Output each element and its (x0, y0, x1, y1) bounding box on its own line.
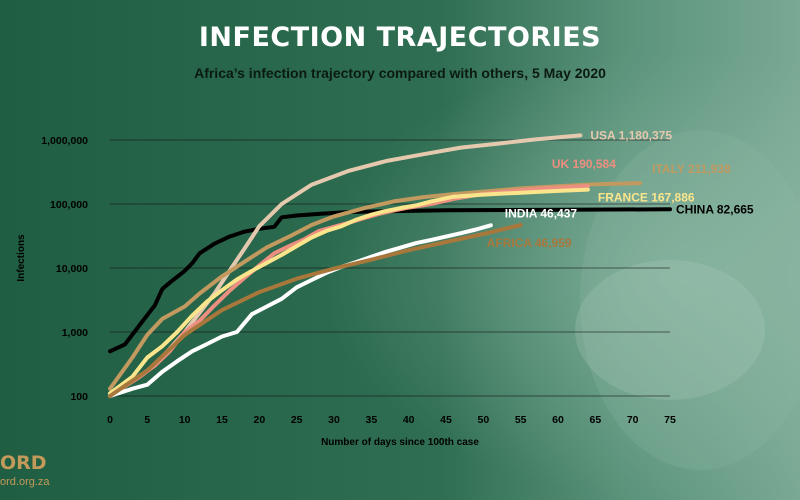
series-line-africa (108, 223, 523, 398)
brand-logo: ORD (0, 452, 47, 474)
series-end-label-uk: UK 190,584 (552, 157, 616, 171)
y-tick-label: 10,000 (56, 263, 88, 275)
x-tick-label: 45 (440, 414, 452, 426)
background-mask-shape (575, 260, 765, 400)
x-tick-label: 5 (144, 414, 150, 426)
page-title: INFECTION TRAJECTORIES (198, 22, 602, 53)
x-tick-label: 25 (291, 414, 303, 426)
series-end-label-italy: ITALY 211,938 (652, 162, 731, 176)
background-face-shape (580, 130, 800, 470)
x-tick-label: 20 (253, 414, 265, 426)
x-tick-label: 10 (179, 414, 191, 426)
series-lines (108, 133, 672, 398)
x-tick-label: 0 (107, 414, 113, 426)
y-tick-label: 100 (70, 391, 88, 403)
series-end-label-india: INDIA 46,437 (505, 206, 578, 220)
series-end-label-france: FRANCE 167,886 (598, 191, 695, 205)
axes: 100 1,000 10,000 100,000 1,000,000 0 5 10 15 20 25… (41, 135, 676, 426)
x-axis-label: Number of days since 100th case (321, 437, 479, 448)
y-tick-label: 100,000 (50, 199, 88, 211)
x-tick-label: 75 (664, 414, 676, 426)
page-subtitle: Africa’s infection trajectory compared w… (194, 65, 606, 81)
y-tick-label: 1,000 (62, 327, 88, 339)
brand-url: ord.org.za (0, 476, 50, 488)
x-tick-label: 70 (627, 414, 639, 426)
series-end-labels: CHINA 82,665 USA 1,180,375 ITALY 211,938 UK… (487, 128, 754, 250)
x-tick-label: 15 (216, 414, 228, 426)
x-tick-label: 65 (589, 414, 601, 426)
series-line-china (108, 207, 672, 354)
y-tick-label: 1,000,000 (41, 135, 88, 147)
series-end-label-usa: USA 1,180,375 (590, 128, 672, 142)
series-end-label-africa: AFRICA 46,959 (487, 236, 572, 250)
y-axis-label: Infections (16, 234, 27, 282)
x-tick-label: 60 (552, 414, 564, 426)
series-line-usa (108, 133, 583, 398)
x-tick-label: 50 (477, 414, 489, 426)
series-line-india (108, 223, 493, 398)
x-tick-label: 30 (328, 414, 340, 426)
x-tick-label: 40 (403, 414, 415, 426)
series-end-label-china: CHINA 82,665 (676, 202, 754, 216)
x-tick-label: 35 (365, 414, 377, 426)
x-tick-label: 55 (515, 414, 527, 426)
series-line-france (108, 187, 590, 396)
